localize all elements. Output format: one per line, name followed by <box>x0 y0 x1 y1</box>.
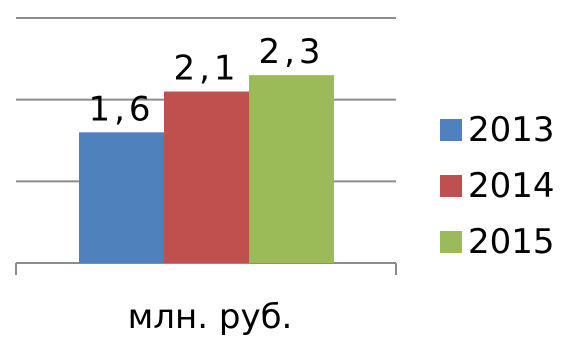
legend-label-2013: 2013 <box>468 110 555 150</box>
bar-2013 <box>79 132 164 263</box>
legend-swatch-2013 <box>440 119 462 141</box>
data-label-2014: 2,1 <box>173 49 239 89</box>
legend-label-2014: 2014 <box>468 166 555 206</box>
bar-2014 <box>164 91 249 263</box>
legend-swatch-2014 <box>440 175 462 197</box>
bar-2015 <box>249 75 334 264</box>
legend-swatch-2015 <box>440 231 462 253</box>
legend-item-2013: 2013 <box>440 102 555 158</box>
x-axis-unit-label: млн. руб. <box>127 297 293 337</box>
data-label-2015: 2,3 <box>258 32 324 72</box>
legend-label-2015: 2015 <box>468 222 555 262</box>
legend: 2013 2014 2015 <box>440 102 555 270</box>
data-label-2013: 1,6 <box>88 89 154 129</box>
legend-item-2014: 2014 <box>440 158 555 214</box>
legend-item-2015: 2015 <box>440 214 555 270</box>
